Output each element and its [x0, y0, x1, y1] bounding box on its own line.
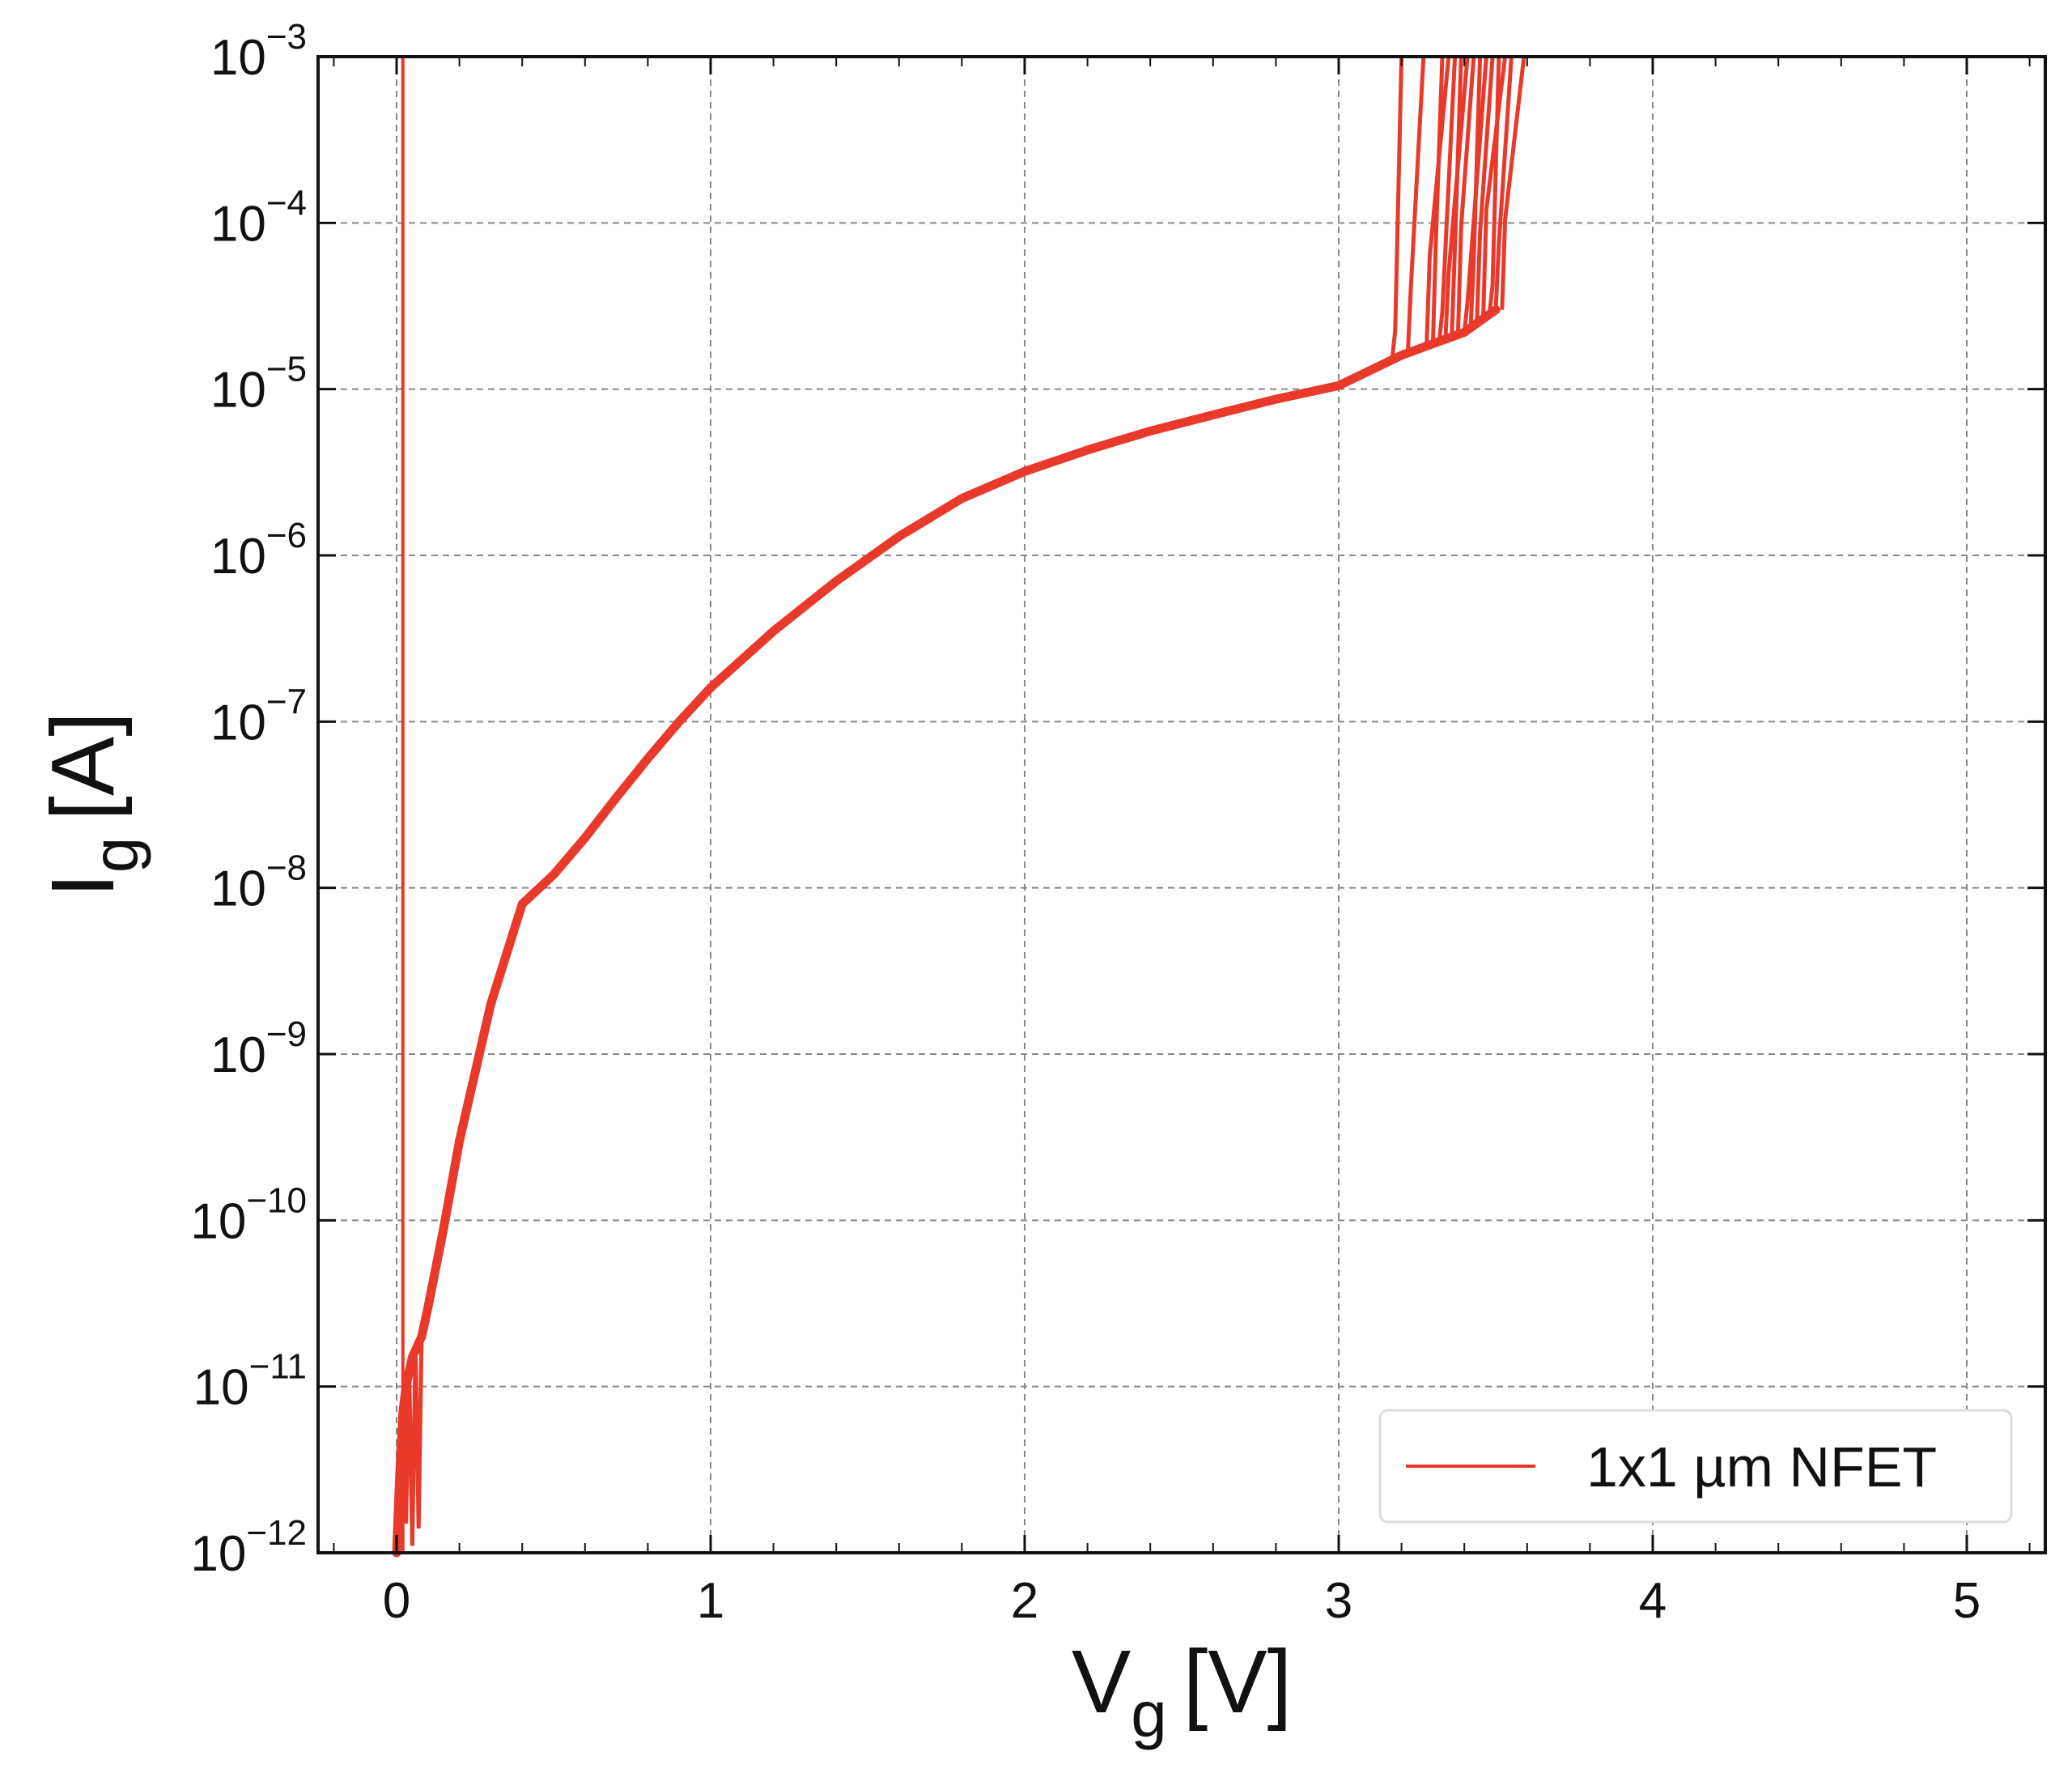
- breakdown-trace: [1493, 56, 1514, 310]
- y-tick-label: 10−11: [193, 1347, 307, 1416]
- axis-ticks: [318, 55, 2045, 1554]
- x-tick-labels: 0 1 2 3 4 5: [383, 1573, 1981, 1629]
- breakdown-trace: [1475, 56, 1495, 324]
- plot-frame: [316, 55, 2047, 1554]
- grid-lines: [318, 56, 2045, 1554]
- breakdown-trace: [1487, 56, 1501, 315]
- y-tick-label: 10−9: [210, 1014, 307, 1083]
- y-axis-label-text: Ig [A]: [33, 712, 151, 898]
- y-tick-label: 10−3: [210, 17, 307, 86]
- breakdown-trace: [1390, 56, 1404, 360]
- x-tick-label: 5: [1953, 1573, 1981, 1629]
- legend: 1x1 µm NFET: [1378, 1409, 2013, 1524]
- y-axis-label-unit: [A]: [33, 712, 133, 821]
- legend-entry-label: 1x1 µm NFET: [1586, 1435, 1937, 1499]
- y-axis-label-main: I: [33, 873, 133, 898]
- breakdown-trace: [1468, 56, 1483, 328]
- series-line: [392, 305, 1501, 1558]
- breakdown-trace: [1443, 56, 1470, 340]
- y-tick-label: 10−5: [210, 350, 307, 419]
- x-axis-label-sub: g: [1131, 1678, 1167, 1750]
- x-axis-label-main: V: [1072, 1632, 1131, 1732]
- breakdown-trace: [1430, 56, 1445, 344]
- breakdown-trace: [1455, 56, 1476, 335]
- breakdown-trace: [1450, 56, 1463, 338]
- x-tick-label: 2: [1011, 1573, 1038, 1629]
- breakdown-trace: [1500, 56, 1526, 310]
- breakdown-trace: [1424, 56, 1451, 347]
- y-axis-label-sub: g: [79, 837, 151, 874]
- legend-box: [1378, 1409, 2013, 1524]
- x-tick-label: 3: [1325, 1573, 1352, 1629]
- y-tick-label: 10−12: [190, 1513, 307, 1582]
- x-axis-label: Vg [V]: [1072, 1632, 1292, 1750]
- data-series: [392, 56, 1526, 1558]
- x-tick-label: 4: [1639, 1573, 1667, 1629]
- y-tick-label: 10−6: [210, 516, 307, 585]
- y-tick-label: 10−4: [210, 183, 307, 252]
- y-axis-label: Ig [A]: [33, 712, 151, 898]
- y-tick-label: 10−10: [190, 1180, 307, 1249]
- y-tick-label: 10−8: [210, 848, 307, 917]
- x-tick-label: 0: [383, 1573, 410, 1629]
- x-tick-label: 1: [697, 1573, 724, 1629]
- breakdown-trace: [1437, 56, 1458, 342]
- breakdown-trace: [1462, 56, 1488, 333]
- y-tick-label: 10−7: [210, 682, 307, 750]
- breakdown-trace: [1405, 56, 1426, 354]
- y-tick-labels: 10−12 10−11 10−10 10−9 10−8 10−7 10−6 10−5 10−4 1…: [190, 17, 307, 1582]
- x-axis-label-unit: [V]: [1183, 1632, 1293, 1732]
